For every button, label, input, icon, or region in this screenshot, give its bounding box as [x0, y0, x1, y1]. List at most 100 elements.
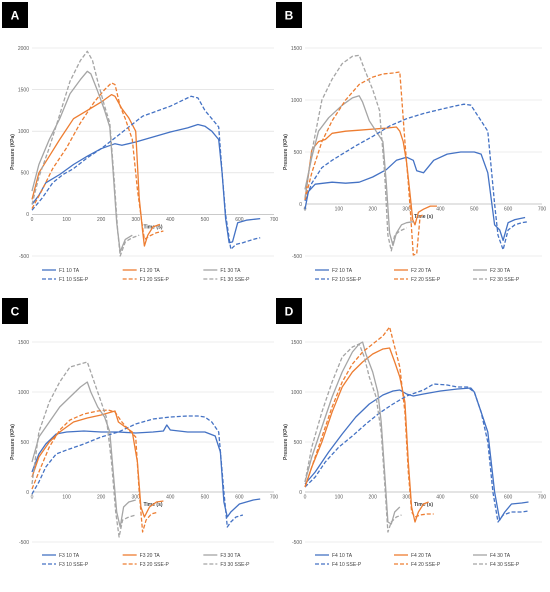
x-tick-label: 400	[436, 495, 445, 501]
series-line-f4-20-ta	[304, 347, 429, 523]
chart-panel-b: B -500 0 500 1000 1500 0 100 200 300 400 500 600 700 T…	[276, 2, 546, 283]
y-tick-label: 500	[294, 150, 303, 156]
panel-label: B	[285, 9, 294, 23]
legend-entry: F3 20 TA	[140, 553, 161, 559]
x-tick-label: 300	[402, 495, 411, 501]
x-tick-label: 300	[132, 495, 141, 501]
legend-entry: F2 20 SSE-P	[411, 277, 441, 283]
series-line-f2-30-ta	[304, 95, 414, 247]
legend-entry: F3 10 TA	[59, 553, 80, 559]
x-tick-label: 700	[538, 207, 547, 213]
x-tick-label: 200	[97, 217, 106, 223]
x-tick-label: 600	[504, 495, 513, 501]
y-tick-label: 0	[26, 490, 29, 496]
series-line-f1-30-sse-p	[31, 50, 140, 257]
x-tick-label: 700	[538, 495, 547, 501]
x-tick-label: 100	[62, 217, 71, 223]
series-line-f1-30-ta	[31, 70, 133, 253]
y-axis-title: Pressure (KPa)	[10, 134, 16, 170]
x-tick-label: 600	[504, 207, 513, 213]
x-tick-label: 100	[62, 495, 71, 501]
series-line-f4-20-sse-p	[304, 326, 434, 518]
x-tick-label: 500	[201, 217, 210, 223]
y-tick-label: -500	[19, 540, 29, 546]
y-tick-label: 500	[21, 171, 30, 177]
x-tick-label: 0	[304, 495, 307, 501]
x-tick-label: 400	[166, 495, 175, 501]
y-tick-label: 1000	[18, 390, 29, 396]
legend-entry: F4 20 TA	[411, 553, 432, 559]
panel-label: A	[11, 9, 20, 23]
y-tick-label: 1500	[291, 340, 302, 346]
panel-badge	[276, 298, 302, 324]
x-tick-label: 200	[97, 495, 106, 501]
x-tick-label: 200	[369, 495, 378, 501]
legend-entry: F1 10 SSE-P	[59, 277, 89, 283]
chart-panel-d: D -500 0 500 1000 1500 0 100 200 300 400 500 600 700 T…	[276, 298, 546, 568]
panel-label: D	[285, 305, 294, 319]
y-axis-title: Pressure (KPa)	[10, 424, 16, 460]
legend-entry: F1 10 TA	[59, 268, 80, 274]
y-tick-label: -500	[19, 254, 29, 260]
y-tick-label: -500	[292, 540, 302, 546]
series-line-f3-30-ta	[31, 381, 136, 528]
x-tick-label: 500	[201, 495, 210, 501]
y-tick-label: 1500	[291, 46, 302, 52]
y-axis-title: Pressure (KPa)	[283, 134, 289, 170]
x-tick-label: 700	[270, 495, 279, 501]
legend-entry: F3 10 SSE-P	[59, 562, 89, 568]
legend-entry: F1 30 TA	[220, 268, 241, 274]
legend-entry: F2 10 SSE-P	[332, 277, 362, 283]
x-tick-label: 600	[235, 217, 244, 223]
x-tick-label: 0	[31, 217, 34, 223]
x-tick-label: 400	[166, 217, 175, 223]
series-line-f3-10-sse-p	[31, 415, 244, 528]
legend-entry: F1 20 SSE-P	[140, 277, 170, 283]
series-line-f2-20-sse-p	[304, 71, 424, 256]
series-line-f1-10-ta	[31, 123, 261, 244]
y-tick-label: 0	[299, 490, 302, 496]
series-line-f1-20-sse-p	[31, 82, 164, 241]
x-tick-label: 500	[470, 495, 479, 501]
series-line-f2-10-ta	[304, 151, 526, 242]
x-tick-label: 100	[335, 495, 344, 501]
x-tick-label: 0	[31, 495, 34, 501]
y-tick-label: 1000	[291, 390, 302, 396]
x-tick-label: 100	[335, 207, 344, 213]
x-tick-label: 500	[470, 207, 479, 213]
series-line-f2-30-sse-p	[304, 54, 407, 252]
y-axis-title: Pressure (KPa)	[283, 424, 289, 460]
x-axis-title: Time (s)	[414, 502, 433, 508]
panel-label: C	[11, 305, 20, 319]
y-tick-label: 2000	[18, 46, 29, 52]
y-tick-label: 500	[21, 440, 30, 446]
panel-badge	[276, 2, 302, 28]
legend-entry: F3 20 SSE-P	[140, 562, 170, 568]
series-line-f1-20-ta	[31, 93, 161, 247]
x-tick-label: 300	[402, 207, 411, 213]
legend-entry: F2 10 TA	[332, 268, 353, 274]
legend-entry: F1 20 TA	[140, 268, 161, 274]
y-tick-label: -500	[292, 254, 302, 260]
panel-badge	[2, 2, 28, 28]
x-tick-label: 200	[369, 207, 378, 213]
series-line-f2-20-ta	[304, 126, 437, 226]
y-tick-label: 1500	[18, 340, 29, 346]
legend-entry: F4 10 TA	[332, 553, 353, 559]
legend-entry: F2 30 TA	[490, 268, 511, 274]
x-tick-label: 300	[132, 217, 141, 223]
x-tick-label: 700	[270, 217, 279, 223]
legend-entry: F1 30 SSE-P	[220, 277, 250, 283]
y-tick-label: 0	[26, 212, 29, 218]
series-line-f4-30-sse-p	[304, 343, 402, 533]
panel-badge	[2, 298, 28, 324]
chart-panel-a: A -500 0 500 1000 1500 2000 0 100 200 300 400 500 600…	[2, 2, 278, 283]
x-tick-label: 0	[304, 207, 307, 213]
legend-entry: F3 30 TA	[220, 553, 241, 559]
series-line-f3-20-sse-p	[31, 409, 159, 533]
y-tick-label: 1000	[18, 129, 29, 135]
series-line-f3-30-sse-p	[31, 361, 136, 538]
legend-entry: F2 30 SSE-P	[490, 277, 520, 283]
y-tick-label: 0	[299, 202, 302, 208]
